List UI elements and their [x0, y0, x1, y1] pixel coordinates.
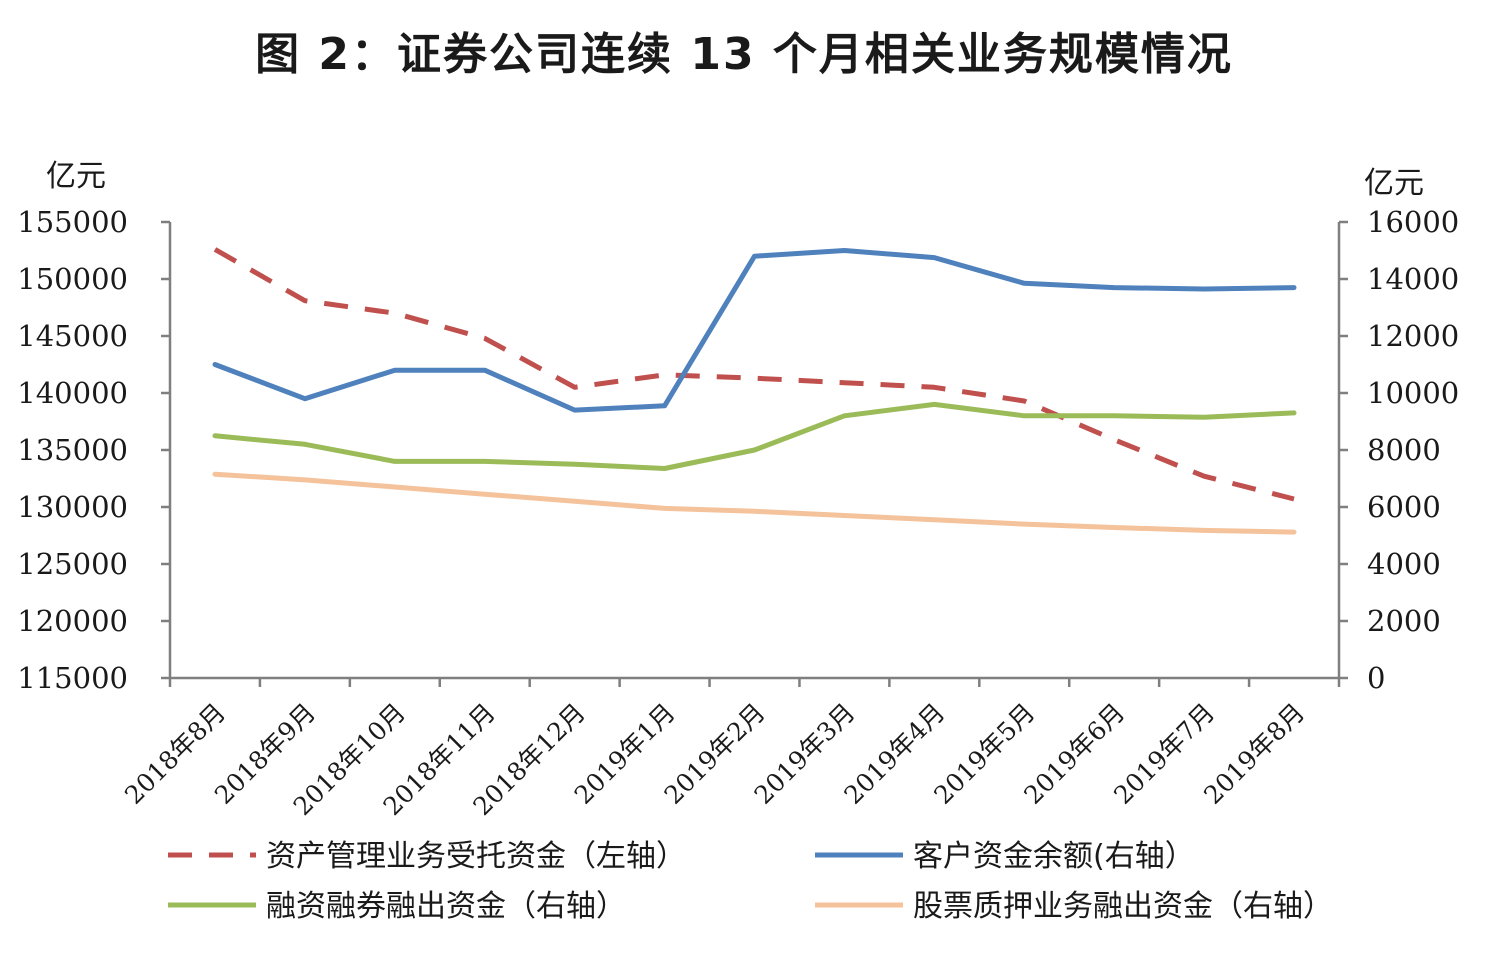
left-tick-label: 145000 [17, 319, 128, 353]
left-tick-label: 155000 [17, 205, 128, 239]
legend-label-1: 资产管理业务受托资金（左轴） [266, 839, 686, 874]
legend-label-4: 股票质押业务融出资金（右轴） [913, 889, 1333, 924]
left-tick-label: 135000 [17, 433, 128, 467]
right-tick-label: 14000 [1367, 262, 1459, 296]
series-line-2 [212, 248, 1297, 413]
right-tick-label: 2000 [1367, 604, 1441, 638]
left-tick-label: 150000 [17, 262, 128, 296]
right-tick-label: 16000 [1367, 205, 1459, 239]
left-tick-label: 115000 [17, 661, 128, 695]
left-tick-label: 120000 [17, 604, 128, 638]
left-axis-unit: 亿元 [46, 159, 106, 194]
left-tick-label: 140000 [17, 376, 128, 410]
left-tick-label: 125000 [17, 547, 128, 581]
right-tick-label: 10000 [1367, 376, 1459, 410]
right-tick-label: 8000 [1367, 433, 1441, 467]
chart-title: 图 2：证券公司连续 13 个月相关业务规模情况 [255, 29, 1233, 80]
series-line-4 [212, 471, 1297, 535]
legend-label-2: 客户资金余额(右轴） [913, 839, 1195, 874]
right-axis-unit: 亿元 [1364, 166, 1424, 201]
legend-label-3: 融资融券融出资金（右轴） [266, 889, 626, 924]
right-tick-label: 4000 [1367, 547, 1441, 581]
right-tick-label: 6000 [1367, 490, 1441, 524]
right-tick-label: 0 [1367, 661, 1385, 695]
series-line-3 [212, 401, 1297, 471]
left-tick-label: 130000 [17, 490, 128, 524]
right-tick-label: 12000 [1367, 319, 1459, 353]
